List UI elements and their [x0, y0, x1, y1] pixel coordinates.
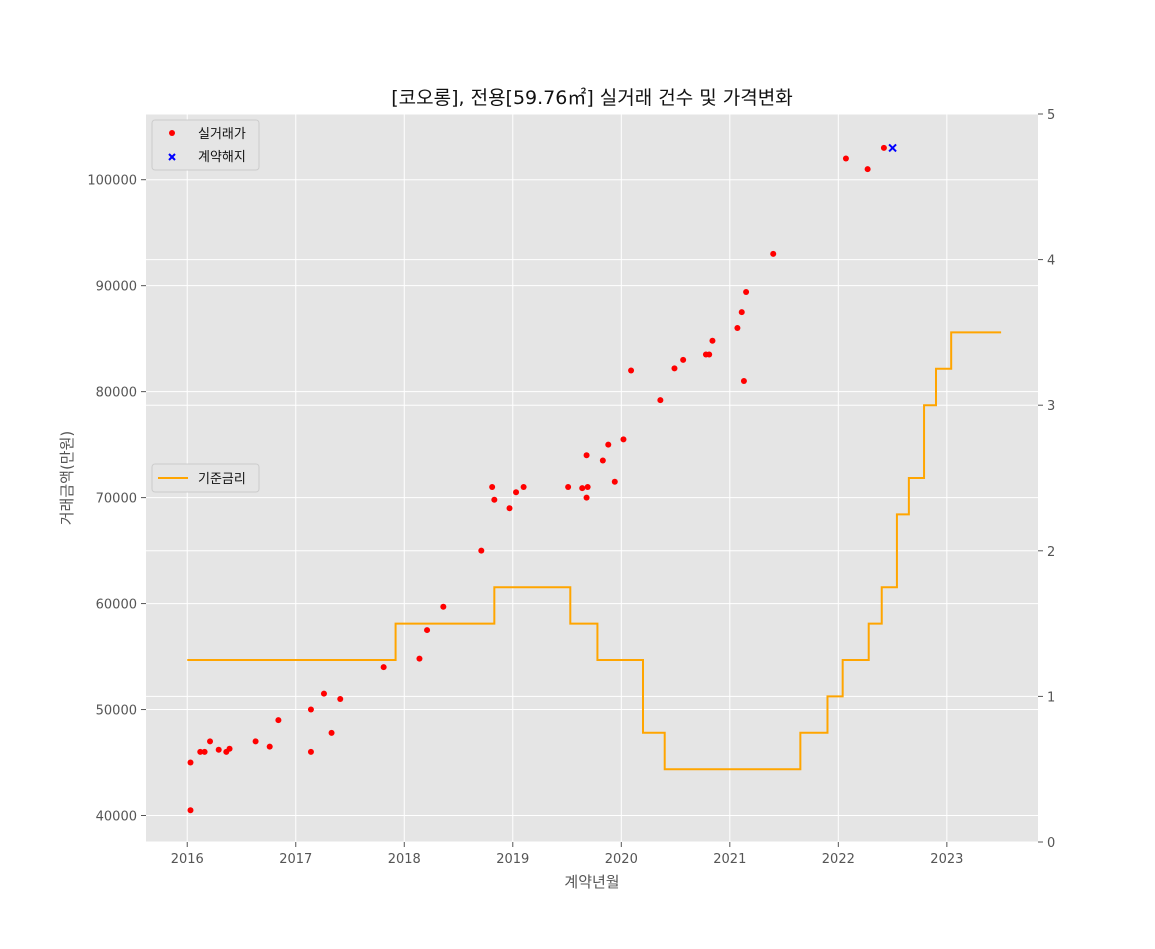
trade-point — [611, 478, 618, 485]
trade-point — [628, 367, 635, 374]
chart-title: [코오롱], 전용[59.76㎡] 실거래 건수 및 가격변화 — [391, 86, 792, 109]
trade-point — [743, 289, 750, 296]
trade-point — [880, 144, 887, 151]
trade-point — [706, 351, 713, 358]
x-tick-label: 2016 — [171, 852, 204, 867]
trade-point — [226, 745, 233, 752]
trade-point — [478, 547, 485, 554]
trade-point — [513, 489, 520, 496]
legend-trades-label: 실거래가 — [198, 127, 246, 142]
base-rate-step-line — [187, 331, 1002, 771]
x-tick-label: 2023 — [930, 852, 963, 867]
y-tick-label: 70000 — [96, 492, 137, 507]
trade-point — [416, 655, 423, 662]
trade-point — [275, 717, 282, 724]
trade-point — [491, 496, 498, 503]
trade-point — [307, 706, 314, 713]
trade-point — [738, 309, 745, 316]
trade-point — [770, 250, 777, 257]
trade-point — [583, 494, 590, 501]
legend-trades-marker — [169, 130, 175, 136]
trade-point — [320, 690, 327, 697]
trade-point — [605, 441, 612, 448]
trade-point — [579, 485, 586, 492]
y2-tick-label: 1 — [1047, 690, 1055, 705]
x-tick-label: 2021 — [713, 852, 746, 867]
trade-point — [506, 505, 513, 512]
trade-point — [424, 627, 431, 634]
legend-base-rate-frame — [151, 463, 260, 493]
y-tick-label: 100000 — [87, 174, 137, 189]
trade-point — [187, 807, 194, 814]
x-axis-label: 계약년월 — [564, 873, 619, 891]
y-tick-label: 90000 — [96, 280, 137, 295]
trade-point — [266, 743, 273, 750]
y2-tick-label: 3 — [1047, 399, 1055, 414]
legend-trades: 실거래가 계약해지 — [151, 119, 260, 171]
trade-point — [583, 452, 590, 459]
trade-point — [620, 436, 627, 443]
trade-point — [680, 356, 687, 363]
x-tick-label: 2020 — [605, 852, 638, 867]
y2-tick-label: 0 — [1047, 836, 1055, 851]
trade-point — [734, 325, 741, 332]
x-tick-label: 2022 — [822, 852, 855, 867]
trade-point — [201, 748, 208, 755]
legend-cancelled-label: 계약해지 — [198, 150, 246, 165]
trade-point — [307, 748, 314, 755]
legend-base-rate: 기준금리 — [151, 463, 260, 493]
cancelled-point-stroke — [888, 143, 897, 153]
plot-background — [146, 114, 1038, 842]
trade-point — [584, 484, 591, 491]
y2-tick-label: 2 — [1047, 545, 1055, 560]
data-series — [187, 143, 1002, 814]
trade-point — [489, 484, 496, 491]
y-axis-label: 거래금액(만원) — [58, 431, 76, 526]
trade-point — [842, 155, 849, 162]
legend-cancelled-marker — [168, 153, 176, 161]
x-tick-label: 2019 — [496, 852, 529, 867]
trade-point — [215, 746, 222, 753]
trade-point — [197, 748, 204, 755]
legend-base-rate-label: 기준금리 — [198, 472, 246, 487]
legend-trades-frame — [151, 119, 260, 171]
y-tick-label: 80000 — [96, 386, 137, 401]
grid-lines — [146, 113, 1038, 843]
trade-point — [252, 738, 259, 745]
y-tick-label: 40000 — [96, 810, 137, 825]
trade-point — [207, 738, 214, 745]
trade-point — [328, 729, 335, 736]
trade-point — [187, 759, 194, 766]
axes: 2016 2017 2018 2019 2020 2021 2022 2023 40000 500… — [87, 108, 1055, 867]
trade-point — [520, 484, 527, 491]
trade-point — [671, 365, 678, 372]
trade-point — [657, 397, 664, 404]
y2-tick-label: 4 — [1047, 254, 1055, 269]
trade-point — [337, 695, 344, 702]
y-tick-label: 50000 — [96, 704, 137, 719]
trade-point — [709, 337, 716, 344]
y2-tick-label: 5 — [1047, 108, 1055, 123]
trade-point — [565, 484, 572, 491]
trade-point — [864, 166, 871, 173]
trade-point — [380, 664, 387, 671]
trade-point — [440, 603, 447, 610]
y-tick-label: 60000 — [96, 598, 137, 613]
trade-point — [740, 378, 747, 385]
cancelled-point — [888, 143, 897, 153]
x-tick-label: 2018 — [388, 852, 421, 867]
x-tick-label: 2017 — [279, 852, 312, 867]
trade-point — [599, 457, 606, 464]
